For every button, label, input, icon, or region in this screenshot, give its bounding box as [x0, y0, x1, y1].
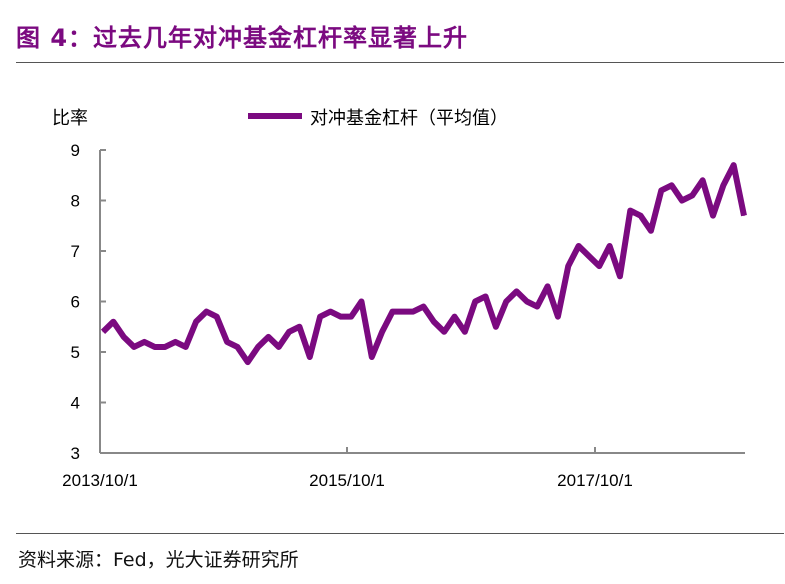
x-tick-label: 2017/10/1: [557, 471, 633, 490]
data-point: [371, 356, 373, 358]
data-point: [660, 189, 662, 191]
y-tick-label: 3: [71, 444, 80, 463]
data-point: [236, 346, 238, 348]
data-point: [102, 331, 104, 333]
data-point: [702, 179, 704, 181]
legend-label: 对冲基金杠杆（平均值）: [310, 108, 508, 128]
data-point: [164, 346, 166, 348]
data-point: [650, 230, 652, 232]
data-point: [671, 184, 673, 186]
data-point: [216, 316, 218, 318]
data-point: [391, 311, 393, 313]
data-point: [516, 290, 518, 292]
y-tick-label: 5: [71, 343, 80, 362]
data-point: [309, 356, 311, 358]
data-point: [402, 311, 404, 313]
data-point: [485, 295, 487, 297]
data-point: [640, 215, 642, 217]
data-point: [350, 316, 352, 318]
data-point: [681, 200, 683, 201]
y-tick-label: 7: [71, 242, 80, 261]
data-point: [598, 265, 600, 267]
data-point: [123, 336, 125, 338]
data-point: [298, 326, 300, 328]
data-point: [691, 194, 693, 196]
data-point: [629, 210, 631, 212]
series-line: [100, 162, 747, 366]
data-point: [267, 336, 269, 338]
data-point: [257, 346, 259, 348]
data-point: [743, 215, 745, 217]
data-point: [381, 331, 383, 333]
data-point: [423, 306, 424, 308]
data-point: [712, 215, 714, 217]
data-point: [588, 255, 590, 257]
y-tick-label: 9: [71, 141, 80, 160]
data-point: [547, 285, 549, 287]
x-tick-label: 2015/10/1: [309, 471, 385, 490]
y-tick-label: 4: [71, 394, 80, 413]
data-point: [278, 346, 280, 348]
data-point: [505, 301, 507, 302]
data-point: [722, 184, 724, 186]
x-tick-label: 2013/10/1: [62, 471, 138, 490]
data-point: [340, 316, 342, 318]
source-note: 资料来源：Fed，光大证券研究所: [18, 549, 299, 571]
data-point: [195, 321, 197, 323]
data-point: [154, 346, 156, 348]
y-tick-label: 6: [71, 293, 80, 312]
data-point: [174, 341, 176, 343]
data-point: [329, 311, 331, 313]
data-point: [526, 301, 528, 302]
data-point: [360, 301, 362, 302]
data-point: [464, 331, 466, 333]
data-point: [557, 316, 559, 318]
y-axis-label: 比率: [52, 108, 88, 128]
data-point: [412, 311, 414, 313]
data-point: [133, 346, 135, 348]
source-divider: [16, 533, 784, 534]
data-point: [474, 301, 476, 302]
figure-title: 图 4：过去几年对冲基金杠杆率显著上升: [16, 24, 469, 52]
data-point: [536, 306, 538, 308]
data-point: [205, 311, 207, 313]
data-point: [619, 275, 621, 277]
data-point: [288, 331, 290, 333]
data-point: [185, 346, 187, 348]
data-point: [443, 331, 445, 333]
data-point: [143, 341, 145, 343]
data-point: [495, 326, 497, 328]
data-point: [567, 265, 569, 267]
data-point: [578, 245, 580, 247]
data-point: [454, 316, 456, 318]
data-point: [433, 321, 435, 323]
data-point: [733, 164, 735, 166]
data-point: [319, 316, 321, 318]
y-tick-label: 8: [71, 192, 80, 211]
data-point: [247, 361, 249, 363]
title-divider: [16, 62, 784, 63]
data-point: [226, 341, 228, 343]
data-point: [112, 321, 114, 323]
data-point: [609, 245, 611, 247]
